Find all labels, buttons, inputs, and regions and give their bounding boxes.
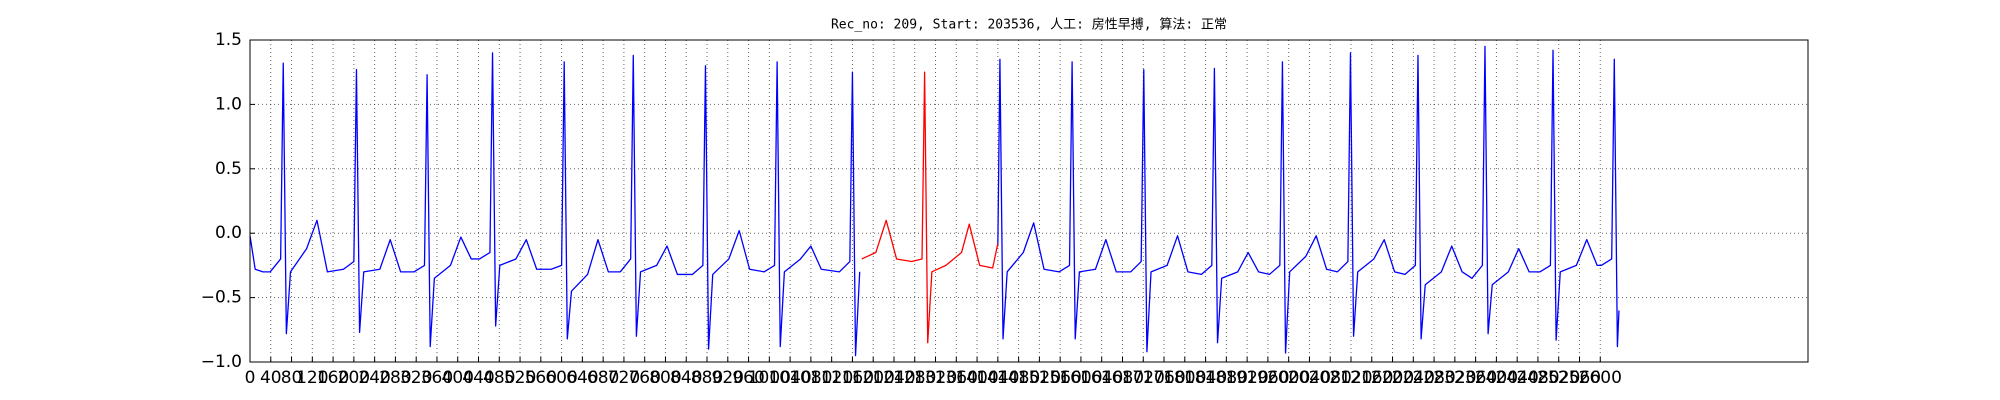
x-tick-label: 2320 [1433, 368, 1476, 388]
x-tick-label: 2400 [1475, 368, 1518, 388]
x-tick-label: 1040 [768, 368, 811, 388]
x-tick-label: 560 [525, 368, 557, 388]
x-tick-label: 1520 [1018, 368, 1061, 388]
series-line [861, 71, 999, 344]
chart-title: Rec_no: 209, Start: 203536, 人工: 房性早搏, 算法… [831, 17, 1227, 33]
x-tick-label: 80 [281, 368, 303, 388]
x-tick-label: 1120 [810, 368, 853, 388]
y-tick-label: 1.5 [215, 30, 242, 50]
x-tick-label: 1760 [1142, 368, 1185, 388]
x-tick-label: 2440 [1496, 368, 1539, 388]
x-tick-label: 1240 [872, 368, 915, 388]
x-tick-label: 960 [732, 368, 764, 388]
x-tick-label: 720 [608, 368, 640, 388]
x-tick-label: 2240 [1392, 368, 1435, 388]
x-tick-label: 240 [358, 368, 390, 388]
y-tick-label: 0.5 [215, 159, 242, 179]
x-tick-label: 1200 [852, 368, 895, 388]
x-tick-label: 2160 [1350, 368, 1393, 388]
x-tick-label: 2480 [1516, 368, 1559, 388]
x-tick-label: 1680 [1101, 368, 1144, 388]
x-tick-label: 320 [400, 368, 432, 388]
y-tick-label: 1.0 [215, 94, 242, 114]
x-tick-label: 1360 [935, 368, 978, 388]
x-tick-label: 1720 [1122, 368, 1165, 388]
x-tick-label: 760 [628, 368, 660, 388]
x-tick-label: 1800 [1163, 368, 1206, 388]
x-tick-label: 280 [379, 368, 411, 388]
x-tick-label: 1440 [976, 368, 1019, 388]
x-tick-label: 800 [649, 368, 681, 388]
x-tick-label: 2200 [1371, 368, 1414, 388]
x-tick-label: 360 [421, 368, 453, 388]
x-tick-label: 1320 [914, 368, 957, 388]
x-tick-label: 2000 [1267, 368, 1310, 388]
x-tick-label: 440 [462, 368, 494, 388]
x-tick-label: 1280 [893, 368, 936, 388]
x-tick-label: 520 [504, 368, 536, 388]
x-tick-label: 2040 [1288, 368, 1331, 388]
y-tick-label: −1.0 [201, 352, 242, 372]
plot-frame [249, 39, 1809, 363]
x-tick-label: 2120 [1329, 368, 1372, 388]
x-tick-label: 1560 [1039, 368, 1082, 388]
x-tick-label: 1400 [955, 368, 998, 388]
x-tick-label: 160 [317, 368, 349, 388]
x-tick-label: 2520 [1537, 368, 1580, 388]
x-tick-label: 920 [712, 368, 744, 388]
x-tick-label: 40 [260, 368, 282, 388]
x-tick-label: 640 [566, 368, 598, 388]
x-tick-label: 1960 [1246, 368, 1289, 388]
x-tick-label: 1640 [1080, 368, 1123, 388]
x-tick-label: 840 [670, 368, 702, 388]
x-tick-label: 2360 [1454, 368, 1497, 388]
x-tick-label: 1000 [748, 368, 791, 388]
x-tick-label: 1840 [1184, 368, 1227, 388]
x-tick-label: 1080 [789, 368, 832, 388]
x-tick-label: 2560 [1558, 368, 1601, 388]
x-tick-label: 1880 [1205, 368, 1248, 388]
x-tick-label: 600 [545, 368, 577, 388]
x-tick-label: 2080 [1309, 368, 1352, 388]
x-tick-label: 1920 [1225, 368, 1268, 388]
y-tick-label: 0.0 [215, 223, 242, 243]
x-tick-label: 200 [338, 368, 370, 388]
series-line [249, 45, 1620, 357]
y-tick-label: −0.5 [201, 288, 242, 308]
x-tick-label: 0 [245, 368, 256, 388]
x-tick-label: 2280 [1412, 368, 1455, 388]
x-tick-label: 880 [691, 368, 723, 388]
x-tick-label: 1160 [831, 368, 874, 388]
x-tick-label: 400 [442, 368, 474, 388]
x-tick-label: 120 [296, 368, 328, 388]
x-tick-label: 680 [587, 368, 619, 388]
x-tick-label: 1600 [1059, 368, 1102, 388]
x-tick-label: 2600 [1579, 368, 1622, 388]
x-tick-label: 1480 [997, 368, 1040, 388]
x-tick-label: 480 [483, 368, 515, 388]
